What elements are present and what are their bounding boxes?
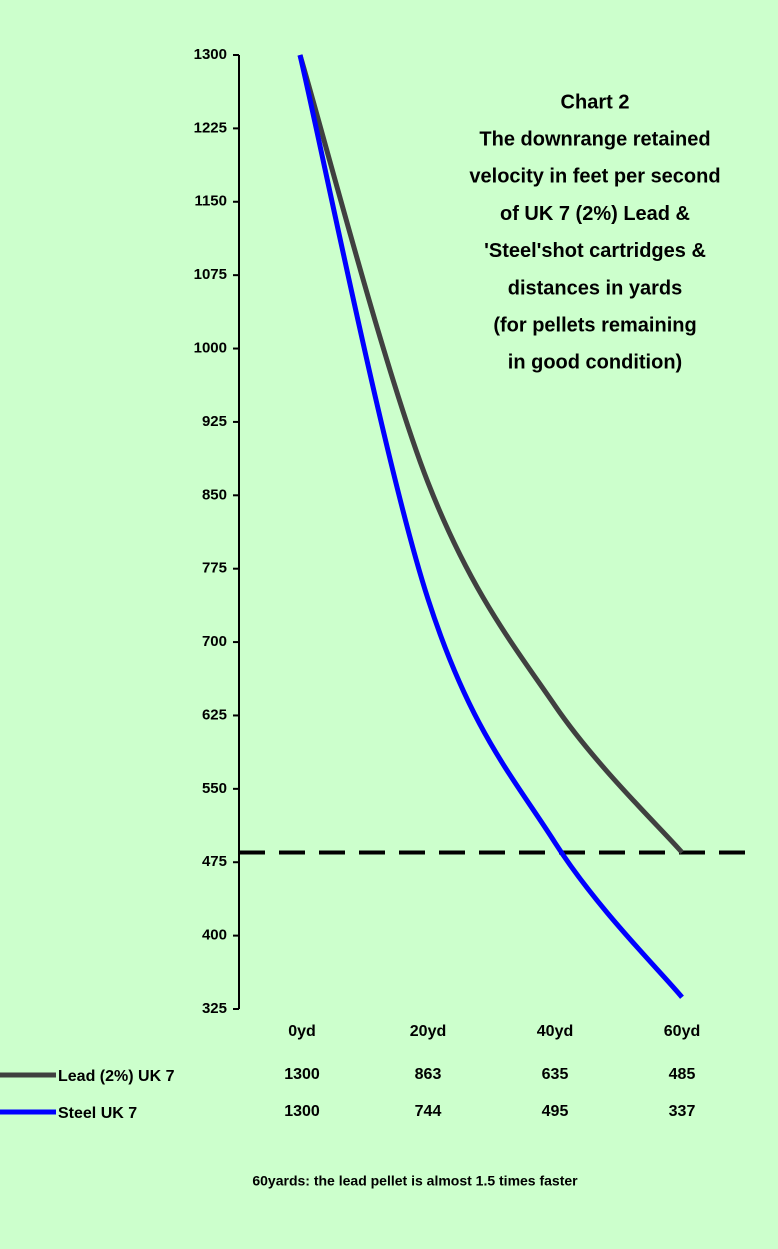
chart-title: Chart 2 [561, 91, 630, 113]
value-label: 485 [669, 1066, 696, 1083]
y-tick-label: 850 [202, 486, 227, 503]
legend-label: Steel UK 7 [58, 1105, 137, 1122]
legend-label: Lead (2%) UK 7 [58, 1068, 175, 1085]
x-tick-label: 60yd [664, 1023, 700, 1040]
series-line [297, 54, 684, 999]
y-tick-label: 550 [202, 780, 227, 797]
annotation: 60yards: the lead pellet is almost 1.5 t… [252, 1173, 578, 1189]
x-tick-label: 40yd [537, 1023, 573, 1040]
y-tick-label: 1075 [194, 266, 227, 283]
value-label: 863 [415, 1066, 442, 1083]
chart-title: distances in yards [508, 277, 683, 299]
y-tick-label: 1225 [194, 119, 227, 136]
chart-title: The downrange retained [479, 128, 710, 150]
value-label: 635 [542, 1066, 569, 1083]
value-label: 495 [542, 1103, 569, 1120]
chart-title: 'Steel'shot cartridges & [484, 240, 706, 262]
value-label: 337 [669, 1103, 696, 1120]
y-tick-label: 625 [202, 706, 227, 723]
chart-title: (for pellets remaining [493, 314, 696, 336]
y-tick-label: 1000 [194, 340, 227, 357]
value-label: 1300 [284, 1066, 320, 1083]
chart-title: velocity in feet per second [469, 166, 720, 188]
chart-title: of UK 7 (2%) Lead & [500, 203, 690, 225]
series-line [297, 54, 684, 855]
y-tick-label: 475 [202, 853, 227, 870]
x-tick-label: 20yd [410, 1023, 446, 1040]
y-tick-label: 325 [202, 1000, 227, 1017]
y-tick-label: 925 [202, 413, 227, 430]
y-tick-label: 1300 [194, 46, 227, 63]
y-tick-label: 700 [202, 633, 227, 650]
y-tick-label: 400 [202, 927, 227, 944]
value-label: 744 [415, 1103, 442, 1120]
y-tick-label: 775 [202, 560, 227, 577]
chart-title: in good condition) [508, 352, 682, 374]
y-tick-label: 1150 [194, 193, 227, 210]
x-tick-label: 0yd [288, 1023, 316, 1040]
value-label: 1300 [284, 1103, 320, 1120]
